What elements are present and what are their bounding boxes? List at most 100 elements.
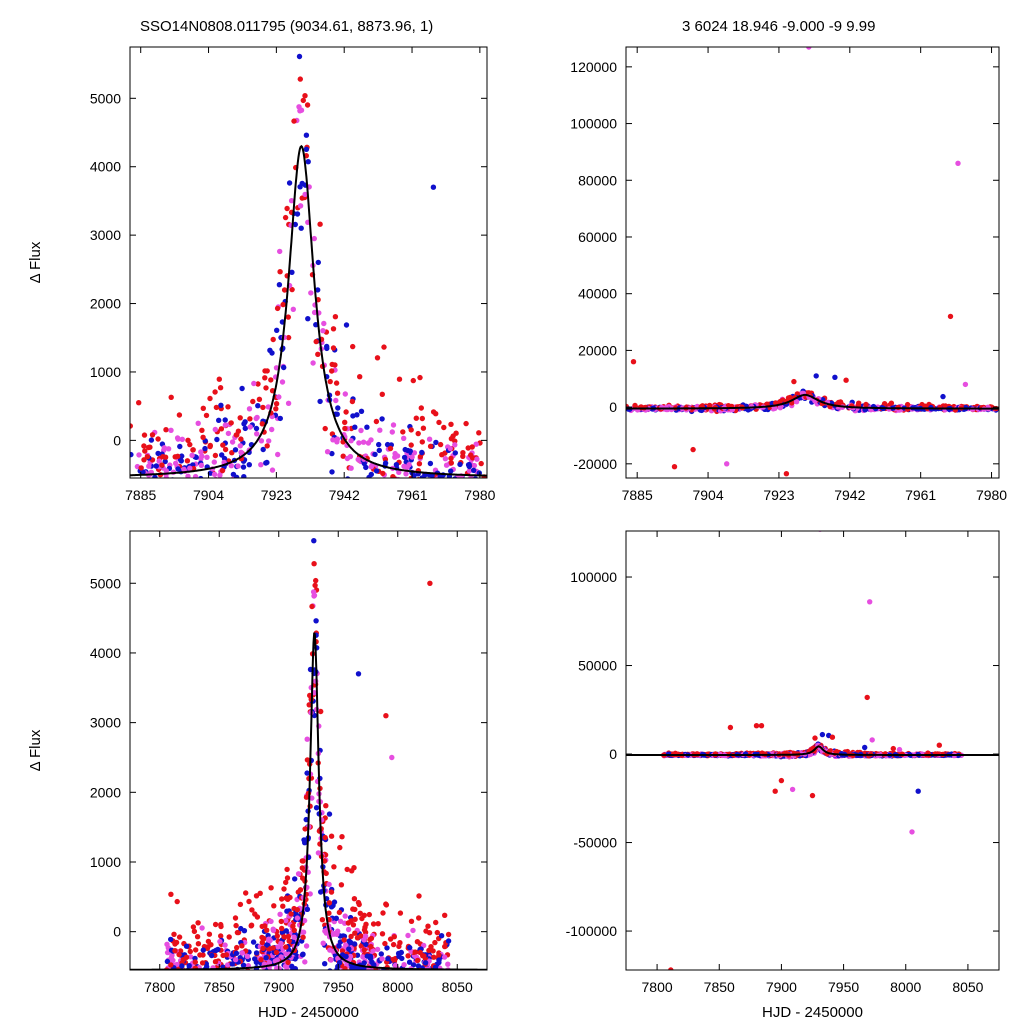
data-point-red [448, 460, 454, 466]
data-point-magenta [278, 940, 284, 947]
data-point-blue [292, 876, 298, 882]
data-point-red [434, 929, 440, 936]
data-point-red [270, 336, 276, 343]
data-point-red [414, 939, 421, 945]
data-point-blue [471, 467, 477, 473]
data-point-blue [401, 454, 408, 461]
data-point-red [183, 954, 190, 960]
data-point-red [469, 444, 475, 450]
data-point-red [437, 441, 444, 448]
data-point-blue [326, 811, 333, 817]
data-point-blue [218, 479, 223, 484]
data-point-blue [241, 474, 247, 478]
data-point-blue [305, 316, 311, 322]
x-tick-label: 7900 [766, 979, 797, 995]
data-point-red [299, 195, 305, 201]
data-point-blue [407, 944, 413, 951]
data-point-magenta [426, 436, 433, 442]
data-point-red [220, 442, 226, 448]
data-point-blue [217, 480, 222, 485]
data-point-blue [189, 478, 194, 483]
data-point-blue [343, 953, 349, 960]
x-axis-label: HJD - 2450000 [258, 1004, 359, 1021]
data-point-magenta [258, 462, 264, 468]
data-point-blue [333, 915, 339, 921]
data-point-blue [324, 343, 330, 350]
data-point-magenta [279, 379, 286, 385]
data-point-red [668, 967, 674, 970]
data-point-red [326, 910, 332, 916]
data-point-magenta [198, 449, 204, 455]
data-point-blue [284, 972, 289, 977]
x-tick-label: 8000 [382, 979, 413, 995]
model-curve [130, 632, 487, 970]
data-point-red [245, 968, 251, 970]
y-tick-label: 2000 [90, 296, 121, 312]
data-point-red [213, 477, 216, 478]
data-point-red [829, 734, 836, 740]
data-point-magenta [311, 309, 318, 316]
data-point-red [354, 935, 361, 941]
data-point-blue [153, 463, 159, 469]
data-point-red [142, 448, 148, 454]
data-point-magenta [789, 786, 796, 793]
data-point-magenta [793, 399, 800, 405]
data-point-blue [345, 476, 351, 478]
data-point-magenta [955, 160, 961, 166]
data-point-blue [178, 458, 184, 464]
x-tick-label: 7850 [704, 979, 735, 995]
data-point-red [812, 735, 818, 741]
data-point-red [330, 326, 337, 332]
data-point-red [168, 962, 174, 968]
data-point-red [216, 376, 222, 382]
data-point-red [233, 922, 239, 929]
data-point-blue [290, 966, 296, 970]
data-point-red [727, 724, 734, 731]
data-point-red [366, 911, 372, 918]
data-point-red [373, 418, 380, 425]
data-point-blue [452, 450, 458, 456]
data-point-red [247, 416, 253, 422]
y-tick-label: 2000 [90, 784, 121, 800]
y-tick-label: 0 [609, 746, 617, 762]
data-point-magenta [368, 464, 374, 470]
data-point-red [187, 948, 193, 955]
data-point-red [250, 398, 256, 405]
data-point-magenta [258, 438, 265, 444]
data-point-magenta [197, 479, 202, 484]
data-point-red [162, 454, 169, 460]
data-point-blue [380, 972, 385, 977]
data-point-blue [379, 416, 385, 422]
data-point-red [273, 401, 280, 407]
data-point-magenta [165, 446, 172, 452]
data-point-blue [202, 972, 207, 977]
data-point-magenta [302, 970, 307, 975]
data-point-red [408, 442, 414, 448]
data-point-red [363, 921, 369, 927]
data-point-magenta [412, 971, 417, 976]
data-point-red [374, 355, 381, 361]
data-point-red [330, 345, 337, 351]
data-point-blue [179, 963, 185, 969]
data-point-blue [237, 955, 243, 961]
data-point-red [159, 462, 165, 468]
data-point-red [350, 343, 356, 350]
data-point-red [331, 864, 337, 870]
data-point-red [690, 446, 696, 453]
data-point-magenta [324, 449, 331, 455]
data-point-blue [351, 941, 358, 947]
data-point-red [416, 915, 422, 921]
data-point-red [207, 442, 213, 449]
data-point-red [333, 380, 340, 386]
data-point-magenta [237, 443, 243, 449]
data-point-magenta [171, 972, 176, 977]
data-point-magenta [409, 454, 415, 460]
data-point-magenta [310, 360, 316, 366]
data-point-magenta [364, 480, 369, 485]
data-point-red [433, 411, 439, 417]
data-point-red [419, 415, 425, 422]
data-point-red [174, 898, 180, 905]
data-point-red [311, 561, 317, 567]
data-point-red [212, 959, 219, 965]
data-point-red [271, 903, 277, 909]
